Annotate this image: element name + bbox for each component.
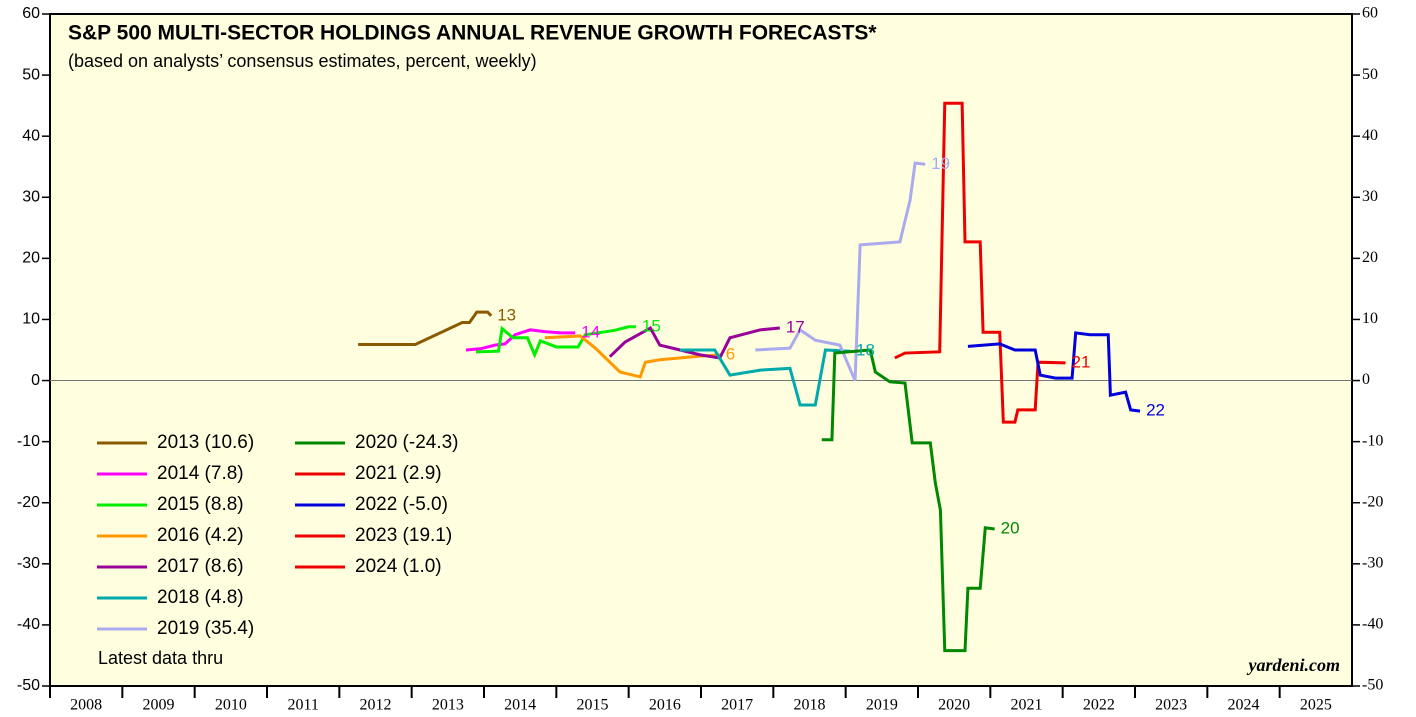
- x-tick-label: 2009: [143, 697, 175, 714]
- y2-tick-label: 40: [1362, 127, 1378, 144]
- y-tick-label: -30: [17, 555, 40, 572]
- y-tick-label: 40: [22, 127, 40, 144]
- series-line: [465, 328, 576, 352]
- end-label: 22: [1146, 401, 1165, 420]
- y2-tick-label: 20: [1362, 249, 1378, 266]
- end-label: 21: [1072, 352, 1091, 371]
- series-line: [476, 325, 636, 359]
- legend-label: 2020 (-24.3): [355, 432, 459, 453]
- x-tick-label: 2010: [215, 697, 247, 714]
- legend-label: 2016 (4.2): [157, 525, 244, 546]
- source: yardeni.com: [1247, 655, 1341, 675]
- end-label: 19: [931, 154, 950, 173]
- y2-tick-label: 10: [1362, 310, 1378, 327]
- x-tick-label: 2011: [287, 697, 318, 714]
- end-label: 17: [786, 317, 805, 336]
- legend-label: 2018 (4.8): [157, 587, 244, 608]
- x-tick-label: 2015: [577, 697, 609, 714]
- y-tick-label: 30: [22, 188, 40, 205]
- x-tick-label: 2013: [432, 697, 464, 714]
- y-tick-label: -10: [17, 433, 40, 450]
- legend-label: 2023 (19.1): [355, 525, 452, 546]
- x-tick-label: 2021: [1011, 697, 1043, 714]
- y2-tick-label: 60: [1362, 5, 1378, 22]
- legend-label: 2021 (2.9): [355, 463, 442, 484]
- series-line: [358, 310, 493, 347]
- x-tick-label: 2018: [794, 697, 826, 714]
- y-tick-label: 0: [31, 372, 40, 389]
- series-line: [755, 161, 926, 382]
- y-tick-label: -20: [17, 494, 40, 511]
- y-tick-label: 10: [22, 311, 40, 328]
- end-label: 18: [856, 341, 875, 360]
- x-tick-label: 2022: [1083, 697, 1115, 714]
- x-tick-label: 2008: [70, 697, 102, 714]
- y2-tick-label: -30: [1362, 554, 1383, 571]
- x-tick-label: 2024: [1228, 697, 1260, 714]
- x-tick-label: 2017: [721, 697, 753, 714]
- end-label: 20: [1001, 518, 1020, 537]
- end-label: 6: [726, 344, 735, 363]
- end-label: 13: [497, 305, 516, 324]
- y2-tick-label: 30: [1362, 188, 1378, 205]
- x-tick-label: 2025: [1300, 697, 1332, 714]
- end-label: 14: [581, 322, 600, 341]
- x-tick-label: 2012: [360, 697, 392, 714]
- x-tick-label: 2014: [504, 697, 536, 714]
- y2-tick-label: 0: [1362, 371, 1370, 388]
- y2-tick-label: -40: [1362, 616, 1383, 633]
- legend-label: 2022 (-5.0): [355, 494, 448, 515]
- y-tick-label: -40: [17, 616, 40, 633]
- x-tick-label: 2019: [866, 697, 898, 714]
- y-tick-label: 60: [22, 5, 40, 22]
- y2-tick-label: -50: [1362, 677, 1383, 694]
- series-line: [967, 331, 1141, 413]
- legend-label: 2013 (10.6): [157, 432, 254, 453]
- series-line: [821, 348, 995, 653]
- legend-label: 2019 (35.4): [157, 618, 254, 639]
- legend-label: 2017 (8.6): [157, 556, 244, 577]
- legend-label: 2015 (8.8): [157, 494, 244, 515]
- chart-subtitle: (based on analysts’ consensus estimates,…: [68, 51, 537, 71]
- chart-title: S&P 500 MULTI-SECTOR HOLDINGS ANNUAL REV…: [68, 22, 877, 45]
- y2-tick-label: -10: [1362, 432, 1383, 449]
- y2-tick-label: -20: [1362, 493, 1383, 510]
- legend-label: 2024 (1.0): [355, 556, 442, 577]
- series-line: [894, 101, 1066, 424]
- series-line: [544, 334, 720, 379]
- series-line: [608, 325, 780, 360]
- y-tick-label: 50: [22, 66, 40, 83]
- x-tick-label: 2020: [938, 697, 970, 714]
- x-tick-label: 2023: [1155, 697, 1187, 714]
- y2-tick-label: 50: [1362, 66, 1378, 83]
- end-label: 15: [642, 316, 661, 335]
- y-tick-label: -50: [17, 677, 40, 694]
- y-tick-label: 20: [22, 250, 40, 267]
- note: Latest data thru: [98, 648, 223, 668]
- x-tick-label: 2016: [649, 697, 681, 714]
- series-line: [680, 348, 851, 407]
- legend-label: 2014 (7.8): [157, 463, 244, 484]
